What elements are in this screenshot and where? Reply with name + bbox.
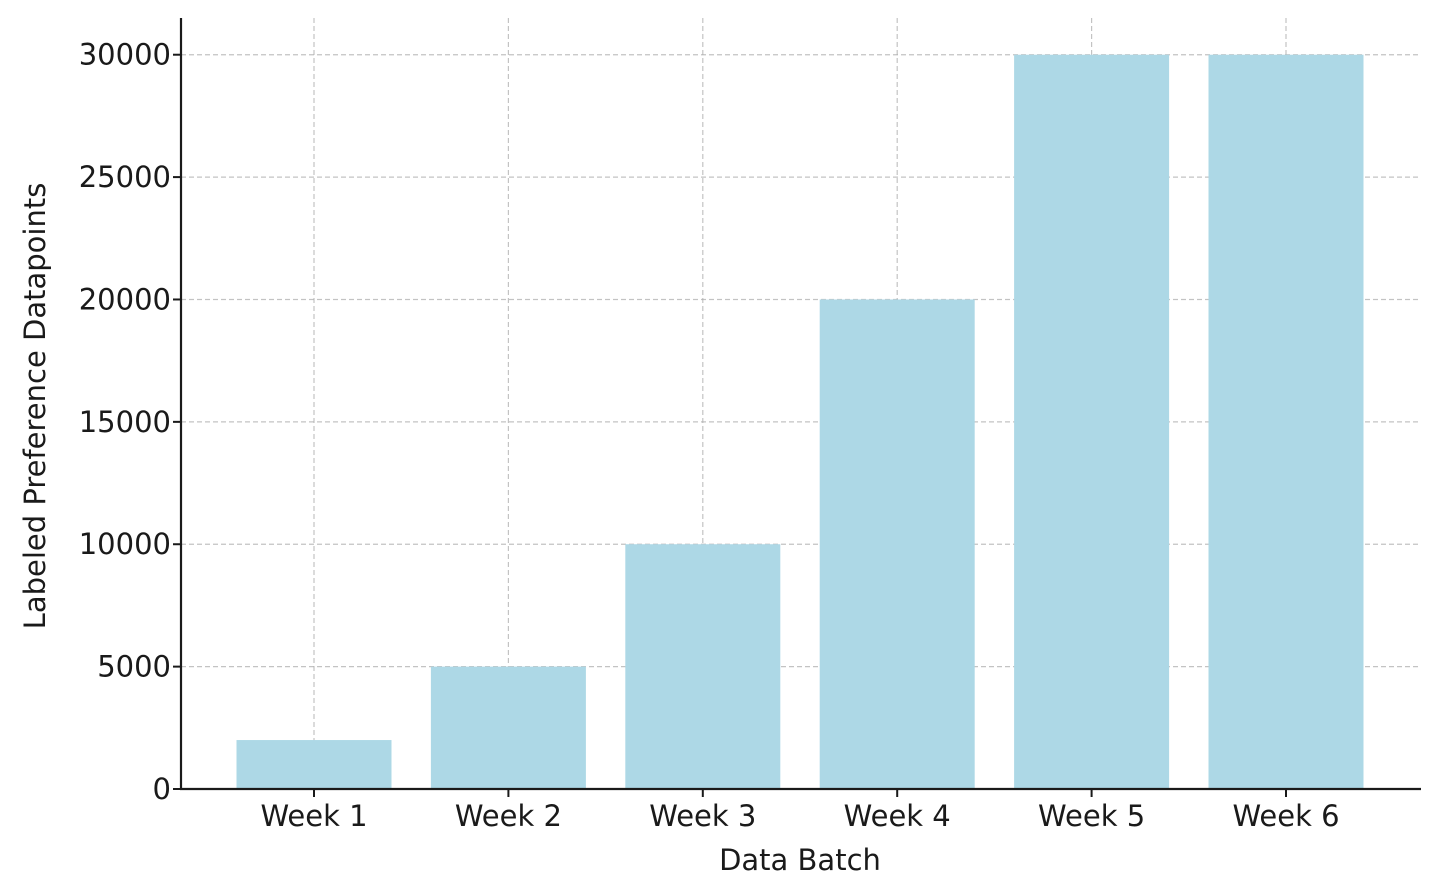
y-tick-label: 15000 (79, 405, 171, 439)
x-tick-label: Week 3 (649, 799, 756, 833)
bar (430, 666, 586, 789)
y-tick-label: 10000 (79, 527, 171, 561)
x-axis-label: Data Batch (719, 843, 881, 877)
x-tick-label: Week 6 (1232, 799, 1339, 833)
x-tick-label: Week 4 (844, 799, 951, 833)
x-tick-label: Week 2 (455, 799, 562, 833)
y-axis-label: Labeled Preference Datapoints (18, 183, 52, 630)
y-tick-label: 0 (153, 772, 171, 806)
y-tick-label: 5000 (97, 650, 171, 684)
bar (1014, 54, 1170, 789)
y-tick-label: 20000 (79, 282, 171, 316)
x-tick-label: Week 1 (260, 799, 367, 833)
bar (819, 299, 975, 789)
y-tick-label: 30000 (79, 38, 171, 72)
bar (236, 740, 392, 789)
axes (179, 18, 1421, 791)
ticks: 0 5000 10000 15000 20000 25000 30000 Week 1 Week… (79, 38, 1340, 833)
x-tick-label: Week 5 (1038, 799, 1145, 833)
bars (236, 54, 1364, 789)
bar (1208, 54, 1364, 789)
bar (625, 544, 781, 789)
y-tick-label: 25000 (79, 160, 171, 194)
